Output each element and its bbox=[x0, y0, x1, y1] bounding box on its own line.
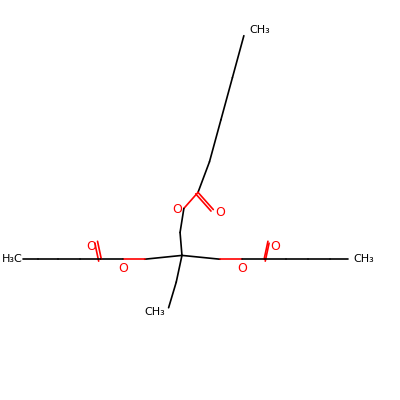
Text: O: O bbox=[215, 206, 225, 219]
Text: CH₃: CH₃ bbox=[354, 254, 374, 264]
Text: CH₃: CH₃ bbox=[144, 306, 165, 316]
Text: O: O bbox=[86, 240, 96, 253]
Text: CH₃: CH₃ bbox=[250, 25, 270, 35]
Text: H₃C: H₃C bbox=[2, 254, 22, 264]
Text: O: O bbox=[271, 240, 280, 253]
Text: O: O bbox=[172, 204, 182, 216]
Text: O: O bbox=[237, 262, 247, 275]
Text: O: O bbox=[118, 262, 128, 275]
